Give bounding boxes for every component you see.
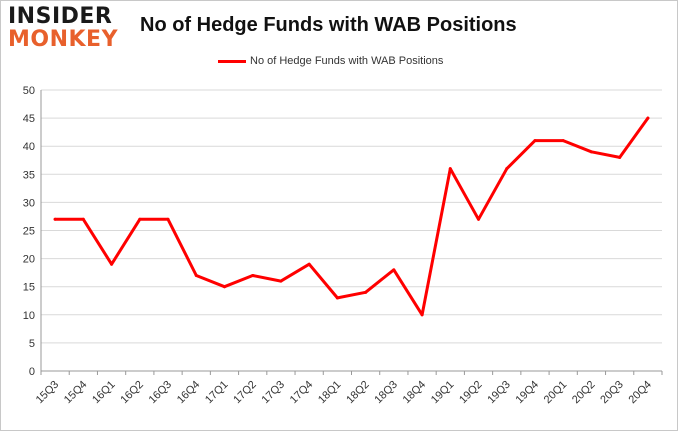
- data-point: [194, 273, 198, 277]
- data-point: [53, 217, 57, 221]
- y-tick-label: 20: [23, 254, 35, 266]
- x-tick-label: 16Q2: [118, 379, 146, 407]
- x-tick-label: 15Q4: [62, 379, 90, 407]
- x-tick-label: 18Q1: [316, 379, 344, 407]
- x-tick-label: 20Q3: [598, 379, 626, 407]
- data-point: [138, 217, 142, 221]
- data-point: [448, 167, 452, 171]
- logo-line-1: INSIDER: [8, 4, 113, 29]
- data-point: [166, 217, 170, 221]
- x-tick-label: 16Q3: [147, 379, 175, 407]
- x-tick-label: 18Q3: [372, 379, 400, 407]
- x-tick-label: 16Q1: [90, 379, 118, 407]
- data-point: [222, 285, 226, 289]
- y-tick-label: 30: [23, 197, 35, 209]
- x-tick-label: 17Q1: [203, 379, 231, 407]
- data-point: [110, 262, 114, 266]
- data-point: [279, 279, 283, 283]
- data-point: [81, 217, 85, 221]
- data-point: [561, 139, 565, 143]
- chart-legend: No of Hedge Funds with WAB Positions: [218, 55, 443, 67]
- x-tick-label: 17Q4: [288, 379, 316, 407]
- x-tick-label: 19Q3: [485, 379, 513, 407]
- x-tick-label: 20Q4: [626, 379, 654, 407]
- y-tick-label: 35: [23, 169, 35, 181]
- legend-swatch: [218, 59, 246, 63]
- data-point: [251, 273, 255, 277]
- y-tick-label: 0: [29, 366, 35, 378]
- legend-label: No of Hedge Funds with WAB Positions: [250, 55, 444, 67]
- x-tick-label: 18Q2: [344, 379, 372, 407]
- series-line: [53, 116, 650, 317]
- data-point: [618, 155, 622, 159]
- data-point: [533, 139, 537, 143]
- x-tick-label: 19Q1: [429, 379, 457, 407]
- y-tick-label: 15: [23, 282, 35, 294]
- x-tick-label: 17Q3: [260, 379, 288, 407]
- y-tick-label: 50: [23, 85, 35, 97]
- x-tick-label: 20Q2: [570, 379, 598, 407]
- x-tick-label: 18Q4: [401, 379, 429, 407]
- y-tick-label: 40: [23, 141, 35, 153]
- y-tick-label: 45: [23, 113, 35, 125]
- x-tick-label: 19Q4: [514, 379, 542, 407]
- data-point: [505, 167, 509, 171]
- x-tick-label: 17Q2: [231, 379, 259, 407]
- data-point: [364, 290, 368, 294]
- data-point: [646, 116, 650, 120]
- data-point: [335, 296, 339, 300]
- data-point: [420, 313, 424, 317]
- chart-title: No of Hedge Funds with WAB Positions: [140, 14, 517, 36]
- x-tick-label: 20Q1: [542, 379, 570, 407]
- insider-monkey-logo: INSIDER MONKEY: [8, 6, 118, 51]
- x-tick-label: 15Q3: [34, 379, 62, 407]
- logo-line-2: MONKEY: [8, 27, 119, 52]
- data-point: [307, 262, 311, 266]
- data-point: [477, 217, 481, 221]
- y-tick-label: 5: [29, 338, 35, 350]
- x-tick-label: 19Q2: [457, 379, 485, 407]
- data-point: [392, 268, 396, 272]
- x-tick-label: 16Q4: [175, 379, 203, 407]
- data-point: [589, 150, 593, 154]
- y-tick-label: 10: [23, 310, 35, 322]
- y-tick-label: 25: [23, 226, 35, 238]
